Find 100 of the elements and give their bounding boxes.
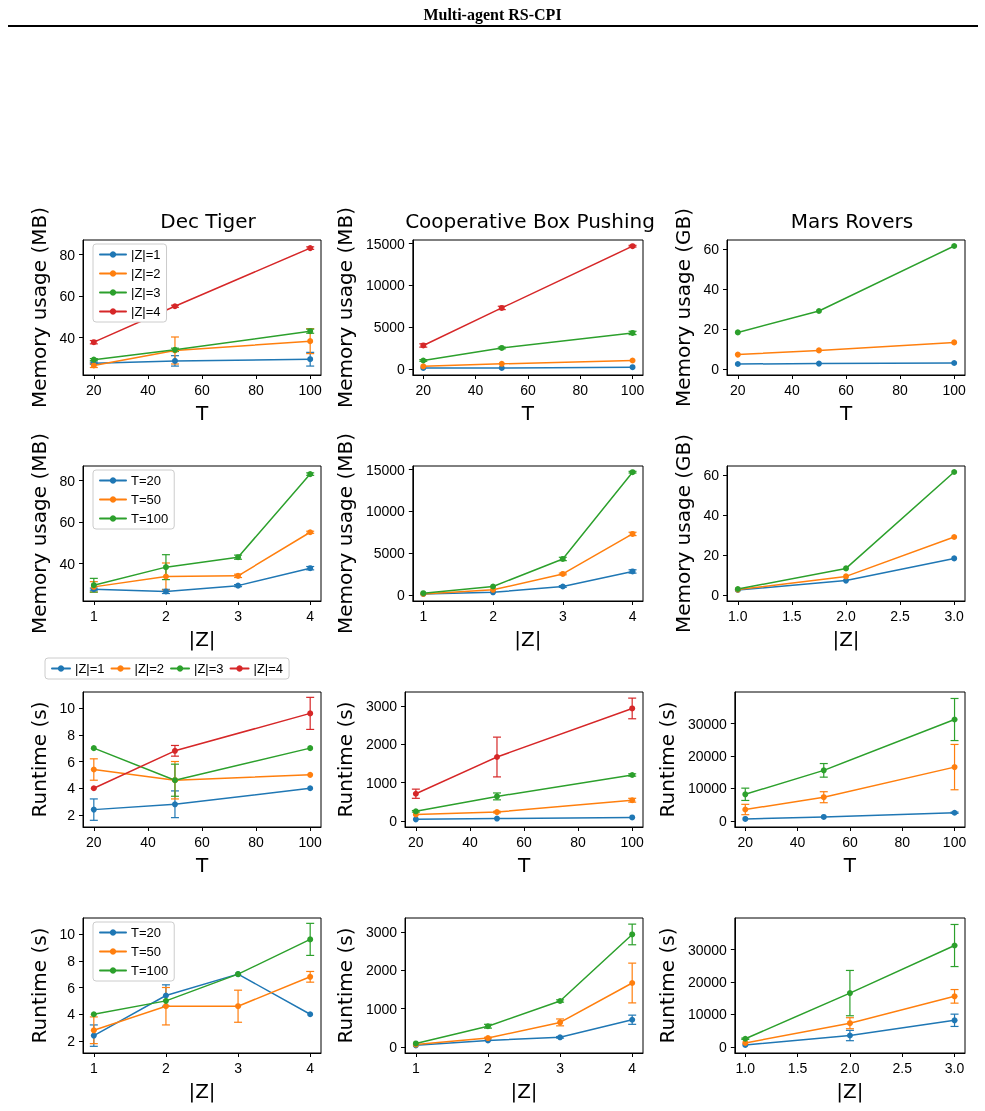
x-tick-label: 100	[620, 834, 645, 850]
x-tick-label: 60	[194, 382, 210, 398]
y-tick-label: 30000	[687, 941, 728, 958]
x-tick-label: 80	[892, 382, 909, 398]
y-axis-title: Runtime (s)	[26, 701, 51, 818]
x-tick-label: 3	[234, 608, 243, 624]
y-tick-label: 1000	[365, 774, 398, 791]
y-tick-label: 40	[703, 281, 720, 297]
y-tick-label: 20000	[687, 974, 728, 991]
legend-label: T=100	[131, 511, 169, 526]
chart-title: Dec Tiger	[160, 209, 257, 233]
x-tick-label: 40	[462, 834, 478, 850]
y-tick-label: 0	[719, 812, 728, 829]
x-tick-label: 4	[306, 608, 315, 624]
y-tick-label: 0	[711, 587, 720, 603]
y-axis-title: Memory usage (GB)	[670, 207, 695, 408]
y-tick-label: 30000	[687, 715, 728, 732]
y-tick-label: 2	[67, 1032, 76, 1049]
y-axis-title: Runtime (s)	[655, 927, 679, 1044]
y-tick-label: 80	[59, 472, 76, 489]
chart-title: Cooperative Box Pushing	[405, 209, 655, 233]
x-tick-label: 1.5	[787, 1060, 808, 1076]
y-tick-label: 5000	[373, 545, 406, 562]
y-tick-label: 0	[389, 812, 398, 829]
legend-label: T=20	[131, 473, 161, 488]
x-tick-label: 3.0	[944, 608, 965, 624]
x-tick-label: 1.5	[782, 608, 802, 624]
x-tick-label: 2	[484, 1060, 493, 1076]
y-tick-label: 20	[703, 547, 720, 563]
x-tick-label: 4	[306, 1060, 315, 1076]
y-axis-title: Memory usage (MB)	[333, 433, 357, 634]
x-tick-label: 20	[86, 382, 102, 398]
x-tick-label: 80	[248, 834, 265, 850]
x-tick-label: 60	[520, 382, 536, 398]
y-tick-label: 20	[703, 321, 720, 337]
x-axis-title: T	[520, 401, 535, 425]
x-axis-title: |Z|	[832, 627, 860, 651]
x-tick-label: 60	[838, 382, 854, 398]
x-tick-label: 20	[730, 382, 746, 398]
x-tick-label: 1	[419, 608, 428, 624]
y-tick-label: 15000	[365, 235, 406, 252]
x-tick-label: 40	[140, 834, 156, 850]
y-tick-label: 0	[397, 586, 406, 603]
y-tick-label: 60	[59, 288, 76, 305]
y-tick-label: 10000	[365, 503, 406, 520]
y-tick-label: 4	[67, 780, 76, 797]
x-tick-label: 3	[234, 1060, 243, 1076]
legend-label: |Z|=3	[131, 285, 161, 300]
y-axis-title: Runtime (s)	[333, 701, 357, 818]
legend-label: |Z|=4	[253, 661, 284, 676]
y-tick-label: 0	[397, 360, 406, 377]
y-tick-label: 2	[67, 806, 76, 823]
legend-label: |Z|=4	[131, 304, 161, 319]
x-tick-label: 60	[842, 834, 858, 850]
legend-label: T=50	[131, 944, 161, 959]
y-tick-label: 3000	[365, 698, 398, 715]
x-axis-title: T	[842, 853, 857, 877]
x-tick-label: 40	[140, 382, 156, 398]
x-tick-label: 20	[415, 382, 432, 398]
y-tick-label: 3000	[365, 924, 398, 941]
y-tick-label: 60	[59, 514, 76, 531]
x-tick-label: 2	[162, 608, 171, 624]
y-axis-title: Memory usage (MB)	[26, 433, 51, 634]
x-tick-label: 80	[894, 834, 911, 850]
x-tick-label: 4	[628, 608, 637, 624]
y-tick-label: 10	[59, 700, 76, 717]
legend-label: |Z|=2	[134, 661, 165, 676]
x-tick-label: 1	[411, 1060, 420, 1076]
x-tick-label: 60	[194, 834, 210, 850]
x-axis-title: |Z|	[188, 627, 216, 651]
x-tick-label: 3.0	[944, 1060, 965, 1076]
y-axis-title: Runtime (s)	[333, 927, 357, 1044]
y-axis-title: Memory usage (MB)	[26, 207, 51, 408]
y-axis-title: Runtime (s)	[655, 701, 679, 818]
legend-label: T=100	[131, 963, 169, 978]
x-tick-label: 80	[570, 834, 587, 850]
y-tick-label: 10000	[365, 277, 406, 294]
x-axis-title: T	[838, 401, 853, 425]
x-tick-label: 1	[89, 1060, 98, 1076]
x-tick-label: 20	[86, 834, 102, 850]
x-tick-label: 1.0	[728, 608, 748, 624]
y-tick-label: 60	[703, 241, 720, 257]
x-tick-label: 100	[942, 382, 967, 398]
y-tick-label: 1000	[365, 1000, 398, 1017]
y-tick-label: 6	[67, 753, 76, 770]
x-tick-label: 2	[489, 608, 498, 624]
x-tick-label: 3	[556, 1060, 565, 1076]
chart-title: Mars Rovers	[790, 209, 914, 233]
y-tick-label: 5000	[373, 319, 406, 336]
y-tick-label: 8	[67, 952, 76, 969]
x-axis-title: T	[194, 853, 209, 877]
x-tick-label: 2.0	[840, 1060, 860, 1076]
x-tick-label: 40	[467, 382, 484, 398]
text: Multi-agent RS-CPI	[422, 6, 563, 24]
x-tick-label: 100	[620, 382, 645, 398]
y-tick-label: 2000	[365, 736, 398, 753]
legend-label: T=20	[131, 925, 161, 940]
y-tick-label: 0	[711, 361, 720, 377]
x-axis-title: |Z|	[514, 627, 542, 651]
x-tick-label: 1.0	[735, 1060, 756, 1076]
